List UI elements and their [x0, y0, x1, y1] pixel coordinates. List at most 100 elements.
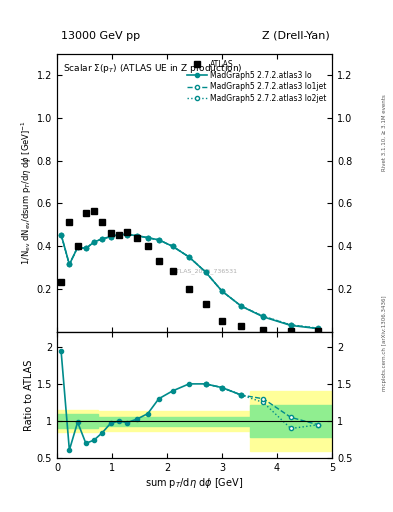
ATLAS: [108, 230, 113, 237]
ATLAS: [116, 231, 121, 238]
MadGraph5 2.7.2.atlas3 lo2jet: [116, 231, 121, 238]
ATLAS: [75, 243, 80, 249]
MadGraph5 2.7.2.atlas3 lo: [134, 232, 139, 239]
MadGraph5 2.7.2.atlas3 lo1jet: [59, 231, 64, 238]
MadGraph5 2.7.2.atlas3 lo1jet: [145, 234, 150, 241]
MadGraph5 2.7.2.atlas3 lo1jet: [75, 244, 80, 250]
MadGraph5 2.7.2.atlas3 lo1jet: [134, 232, 139, 239]
Bar: [98, 417, 250, 425]
MadGraph5 2.7.2.atlas3 lo: [116, 231, 121, 238]
Text: ATLAS_2019_736531: ATLAS_2019_736531: [173, 268, 237, 273]
MadGraph5 2.7.2.atlas3 lo2jet: [75, 244, 80, 250]
MadGraph5 2.7.2.atlas3 lo: [156, 237, 161, 243]
Legend: ATLAS, MadGraph5 2.7.2.atlas3 lo, MadGraph5 2.7.2.atlas3 lo1jet, MadGraph5 2.7.2: ATLAS, MadGraph5 2.7.2.atlas3 lo, MadGra…: [185, 57, 328, 105]
ATLAS: [83, 210, 88, 216]
Bar: [98, 412, 250, 431]
MadGraph5 2.7.2.atlas3 lo2jet: [134, 232, 139, 239]
Line: ATLAS: ATLAS: [58, 208, 321, 334]
MadGraph5 2.7.2.atlas3 lo: [203, 269, 208, 275]
ATLAS: [134, 234, 139, 241]
MadGraph5 2.7.2.atlas3 lo2jet: [145, 234, 150, 241]
MadGraph5 2.7.2.atlas3 lo: [92, 239, 97, 245]
MadGraph5 2.7.2.atlas3 lo1jet: [203, 269, 208, 275]
MadGraph5 2.7.2.atlas3 lo2jet: [288, 322, 293, 328]
MadGraph5 2.7.2.atlas3 lo: [187, 254, 191, 260]
MadGraph5 2.7.2.atlas3 lo1jet: [108, 233, 113, 240]
Bar: [250, 404, 332, 437]
MadGraph5 2.7.2.atlas3 lo1jet: [100, 236, 105, 242]
MadGraph5 2.7.2.atlas3 lo1jet: [116, 231, 121, 238]
ATLAS: [187, 286, 191, 292]
MadGraph5 2.7.2.atlas3 lo: [288, 323, 293, 329]
MadGraph5 2.7.2.atlas3 lo2jet: [108, 233, 113, 240]
Y-axis label: 1/N$_{\rm ev}$ dN$_{\rm ev}$/dsum p$_T$/d$\eta$ d$\phi$ [GeV]$^{-1}$: 1/N$_{\rm ev}$ dN$_{\rm ev}$/dsum p$_T$/…: [20, 120, 34, 265]
MadGraph5 2.7.2.atlas3 lo1jet: [156, 237, 161, 243]
ATLAS: [288, 328, 293, 334]
Text: Scalar $\Sigma$(p$_T$) (ATLAS UE in Z production): Scalar $\Sigma$(p$_T$) (ATLAS UE in Z pr…: [63, 62, 243, 75]
MadGraph5 2.7.2.atlas3 lo2jet: [125, 231, 130, 238]
Line: MadGraph5 2.7.2.atlas3 lo: MadGraph5 2.7.2.atlas3 lo: [59, 232, 320, 331]
MadGraph5 2.7.2.atlas3 lo: [83, 245, 88, 251]
ATLAS: [145, 243, 150, 249]
MadGraph5 2.7.2.atlas3 lo: [67, 262, 72, 268]
ATLAS: [100, 219, 105, 225]
MadGraph5 2.7.2.atlas3 lo1jet: [220, 288, 224, 294]
MadGraph5 2.7.2.atlas3 lo1jet: [92, 239, 97, 245]
MadGraph5 2.7.2.atlas3 lo1jet: [261, 313, 266, 319]
MadGraph5 2.7.2.atlas3 lo1jet: [83, 245, 88, 251]
MadGraph5 2.7.2.atlas3 lo2jet: [156, 237, 161, 243]
MadGraph5 2.7.2.atlas3 lo2jet: [239, 303, 244, 309]
Line: MadGraph5 2.7.2.atlas3 lo2jet: MadGraph5 2.7.2.atlas3 lo2jet: [59, 232, 320, 330]
ATLAS: [67, 219, 72, 225]
MadGraph5 2.7.2.atlas3 lo2jet: [316, 325, 321, 331]
ATLAS: [239, 324, 244, 330]
ATLAS: [203, 301, 208, 307]
MadGraph5 2.7.2.atlas3 lo: [145, 234, 150, 241]
Bar: [250, 391, 332, 451]
MadGraph5 2.7.2.atlas3 lo2jet: [92, 239, 97, 245]
MadGraph5 2.7.2.atlas3 lo1jet: [316, 325, 321, 331]
Text: mcplots.cern.ch [arXiv:1306.3436]: mcplots.cern.ch [arXiv:1306.3436]: [382, 295, 387, 391]
MadGraph5 2.7.2.atlas3 lo2jet: [67, 262, 72, 268]
MadGraph5 2.7.2.atlas3 lo: [220, 288, 224, 294]
MadGraph5 2.7.2.atlas3 lo: [316, 326, 321, 332]
MadGraph5 2.7.2.atlas3 lo: [170, 243, 175, 249]
Text: 13000 GeV pp: 13000 GeV pp: [61, 31, 140, 41]
Bar: [57, 410, 98, 432]
MadGraph5 2.7.2.atlas3 lo2jet: [59, 231, 64, 238]
Line: MadGraph5 2.7.2.atlas3 lo1jet: MadGraph5 2.7.2.atlas3 lo1jet: [59, 232, 320, 331]
MadGraph5 2.7.2.atlas3 lo2jet: [203, 269, 208, 275]
ATLAS: [59, 279, 64, 285]
MadGraph5 2.7.2.atlas3 lo2jet: [261, 313, 266, 319]
Y-axis label: Ratio to ATLAS: Ratio to ATLAS: [24, 359, 34, 431]
MadGraph5 2.7.2.atlas3 lo2jet: [187, 254, 191, 260]
ATLAS: [261, 327, 266, 333]
MadGraph5 2.7.2.atlas3 lo1jet: [288, 322, 293, 328]
MadGraph5 2.7.2.atlas3 lo2jet: [220, 288, 224, 294]
ATLAS: [92, 208, 97, 214]
ATLAS: [220, 318, 224, 324]
MadGraph5 2.7.2.atlas3 lo: [239, 303, 244, 309]
Text: Z (Drell-Yan): Z (Drell-Yan): [263, 31, 330, 41]
MadGraph5 2.7.2.atlas3 lo1jet: [239, 303, 244, 309]
ATLAS: [156, 258, 161, 264]
MadGraph5 2.7.2.atlas3 lo: [59, 231, 64, 238]
ATLAS: [125, 229, 130, 236]
MadGraph5 2.7.2.atlas3 lo: [125, 231, 130, 238]
X-axis label: sum p$_T$/d$\eta$ d$\phi$ [GeV]: sum p$_T$/d$\eta$ d$\phi$ [GeV]: [145, 476, 244, 490]
MadGraph5 2.7.2.atlas3 lo2jet: [83, 245, 88, 251]
MadGraph5 2.7.2.atlas3 lo1jet: [67, 262, 72, 268]
MadGraph5 2.7.2.atlas3 lo1jet: [170, 243, 175, 249]
MadGraph5 2.7.2.atlas3 lo1jet: [125, 231, 130, 238]
MadGraph5 2.7.2.atlas3 lo2jet: [100, 236, 105, 242]
MadGraph5 2.7.2.atlas3 lo1jet: [187, 254, 191, 260]
ATLAS: [316, 328, 321, 334]
Text: Rivet 3.1.10, ≥ 3.1M events: Rivet 3.1.10, ≥ 3.1M events: [382, 95, 387, 172]
MadGraph5 2.7.2.atlas3 lo: [108, 233, 113, 240]
MadGraph5 2.7.2.atlas3 lo: [100, 236, 105, 242]
Bar: [57, 414, 98, 428]
MadGraph5 2.7.2.atlas3 lo2jet: [170, 243, 175, 249]
ATLAS: [170, 268, 175, 274]
MadGraph5 2.7.2.atlas3 lo: [75, 244, 80, 250]
MadGraph5 2.7.2.atlas3 lo: [261, 314, 266, 320]
